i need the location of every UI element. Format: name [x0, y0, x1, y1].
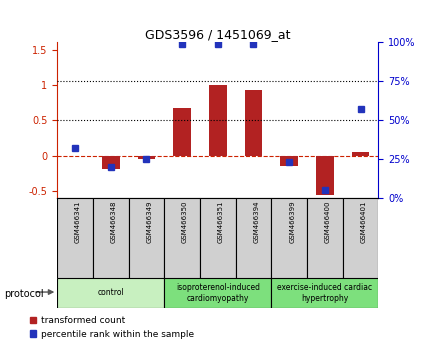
Title: GDS3596 / 1451069_at: GDS3596 / 1451069_at — [145, 28, 290, 41]
Text: GSM466401: GSM466401 — [360, 201, 367, 243]
Bar — [245, 90, 262, 156]
Bar — [280, 156, 298, 166]
Bar — [164, 278, 271, 308]
Text: GSM466348: GSM466348 — [111, 201, 117, 243]
Bar — [173, 108, 191, 156]
Bar — [57, 278, 164, 308]
Bar — [200, 198, 236, 278]
Text: GSM466341: GSM466341 — [75, 201, 81, 243]
Text: control: control — [97, 289, 124, 297]
Text: GSM466350: GSM466350 — [182, 201, 188, 243]
Bar — [209, 85, 227, 156]
Bar — [352, 152, 370, 156]
Legend: transformed count, percentile rank within the sample: transformed count, percentile rank withi… — [26, 313, 198, 342]
Bar — [138, 156, 155, 159]
Bar — [343, 198, 378, 278]
Text: GSM466394: GSM466394 — [253, 201, 260, 243]
Bar — [307, 198, 343, 278]
Text: GSM466349: GSM466349 — [147, 201, 152, 243]
Text: exercise-induced cardiac
hypertrophy: exercise-induced cardiac hypertrophy — [277, 283, 372, 303]
Bar — [271, 198, 307, 278]
Bar — [236, 198, 271, 278]
Bar — [102, 156, 120, 169]
Text: protocol: protocol — [4, 289, 44, 299]
Bar — [316, 156, 334, 195]
Text: isoproterenol-induced
cardiomyopathy: isoproterenol-induced cardiomyopathy — [176, 283, 260, 303]
Text: GSM466400: GSM466400 — [325, 201, 331, 243]
Bar — [57, 198, 93, 278]
Text: GSM466351: GSM466351 — [218, 201, 224, 243]
Bar — [271, 278, 378, 308]
Bar — [164, 198, 200, 278]
Bar — [128, 198, 164, 278]
Text: GSM466399: GSM466399 — [289, 201, 295, 243]
Bar — [93, 198, 128, 278]
